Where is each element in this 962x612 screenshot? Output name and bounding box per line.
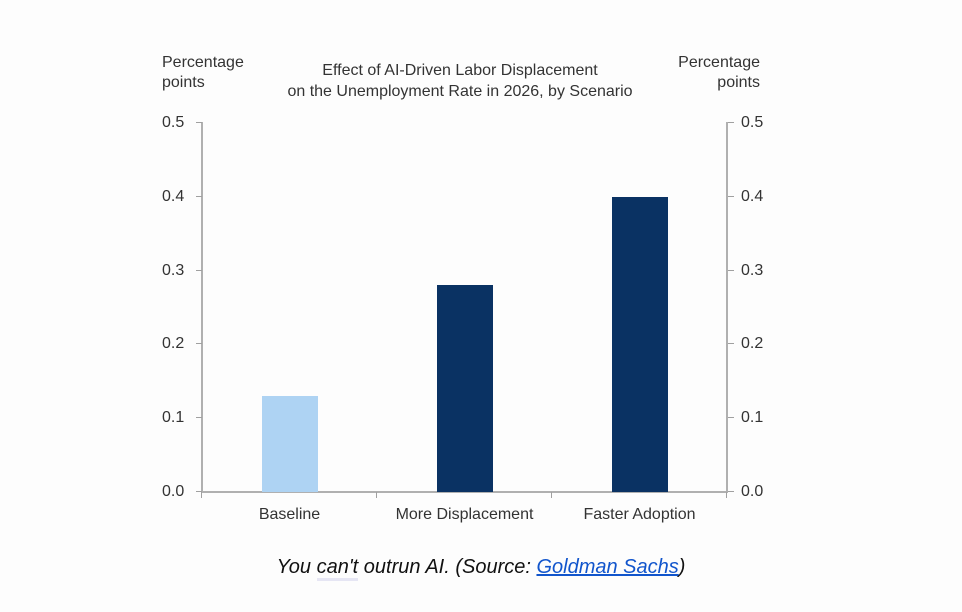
caption: You can't outrun AI. (Source: Goldman Sa… xyxy=(0,556,962,581)
y-tick-label-left: 0.1 xyxy=(162,409,185,427)
caption-spellcheck-word: can't xyxy=(316,556,359,581)
y-tick-left xyxy=(196,122,202,123)
y-axis-right xyxy=(726,122,728,493)
category-label: Baseline xyxy=(258,506,321,523)
y-axis-label-right-line-2: points xyxy=(717,74,760,91)
chart-title-line-2: on the Unemployment Rate in 2026, by Sce… xyxy=(287,83,633,100)
y-tick-left xyxy=(196,491,202,492)
y-axis-label-left-line-1: Percentage xyxy=(162,54,244,71)
y-tick-right xyxy=(728,417,734,419)
caption-text-end: ) xyxy=(678,556,686,578)
y-tick-label-left: 0.2 xyxy=(162,335,185,353)
y-tick-left xyxy=(196,195,202,197)
y-tick-right xyxy=(728,491,734,492)
y-axis-label-left: Percentage points xyxy=(162,53,244,93)
y-tick-label-right: 0.2 xyxy=(741,335,764,353)
y-tick-right xyxy=(728,122,734,123)
y-tick-label-right: 0.3 xyxy=(741,261,764,279)
y-tick-right xyxy=(728,343,734,345)
y-tick-label-right: 0.0 xyxy=(741,483,764,500)
y-axis-label-left-line-2: points xyxy=(162,74,205,91)
x-tick xyxy=(201,492,202,498)
y-tick-label-left: 0.4 xyxy=(162,187,185,205)
y-tick-left xyxy=(196,269,202,271)
x-tick xyxy=(726,492,727,498)
y-tick-label-left: 0.3 xyxy=(162,261,185,279)
caption-text-middle: outrun AI. (Source: xyxy=(358,556,537,578)
y-tick-right xyxy=(728,195,734,197)
y-axis-label-right: Percentage points xyxy=(678,53,760,93)
caption-text: You xyxy=(276,556,317,578)
y-tick-right xyxy=(728,269,734,271)
x-axis xyxy=(201,491,728,493)
y-axis-label-right-line-1: Percentage xyxy=(678,54,760,71)
y-tick-left xyxy=(196,343,202,345)
bar-more-displacement xyxy=(436,285,493,492)
y-tick-label-right: 0.1 xyxy=(741,409,764,427)
y-tick-label-left: 0.5 xyxy=(162,114,185,131)
x-tick xyxy=(551,492,552,498)
bar-faster-adoption xyxy=(611,196,668,492)
y-tick-label-left: 0.0 xyxy=(162,483,185,500)
x-tick xyxy=(376,492,377,498)
category-label: Faster Adoption xyxy=(583,506,696,523)
category-label: More Displacement xyxy=(395,506,534,523)
y-tick-label-right: 0.4 xyxy=(741,187,764,205)
y-tick-left xyxy=(196,417,202,419)
y-axis-left xyxy=(201,122,203,493)
bar-chart: Effect of AI-Driven Labor Displacement o… xyxy=(162,53,764,523)
chart-title: Effect of AI-Driven Labor Displacement o… xyxy=(250,60,670,102)
bar-baseline xyxy=(261,396,318,492)
y-tick-label-right: 0.5 xyxy=(741,114,764,131)
chart-title-line-1: Effect of AI-Driven Labor Displacement xyxy=(322,62,598,79)
source-link[interactable]: Goldman Sachs xyxy=(536,556,679,578)
